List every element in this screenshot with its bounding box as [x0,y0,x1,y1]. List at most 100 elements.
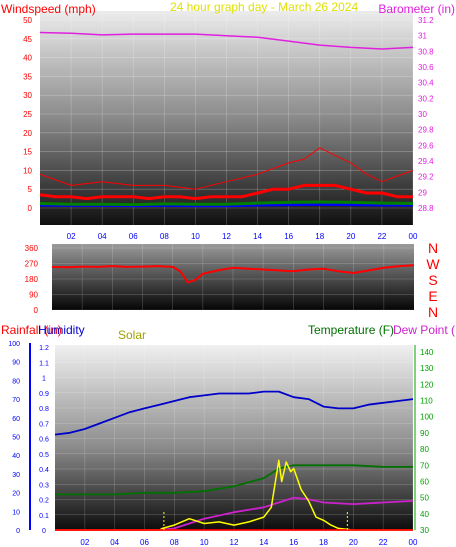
y-temp-tick-label: 30 [420,526,429,535]
y-temp-tick-label: 110 [420,397,433,406]
temperature-series [55,464,413,496]
x-tick-label: 16 [284,232,293,241]
y-temp-tick-label: 140 [420,348,434,357]
y-left-tick-label: 5 [28,185,33,194]
compass-label: E [428,288,437,304]
x-tick-label: 02 [80,538,89,547]
gust-series [39,147,414,190]
y-humidity-tick-label: 30 [12,472,20,479]
y-humidity-tick-label: 40 [12,453,20,460]
y-left-tick-label: 15 [23,148,32,157]
y-temp-tick-label: 130 [420,364,434,373]
humidity-axis-label: Humidity [38,323,85,337]
y-right-tick-label: 29 [418,188,427,197]
wind_avg-series [39,200,414,207]
y-right-tick-label: 30.2 [418,94,434,103]
y-right-tick-label: 29.2 [418,173,434,182]
x-axis-ticks: 02 04 06 08 10 12 14 16 18 20 22 00 [67,232,418,241]
y-left-tick-label: 35 [23,72,32,81]
x-tick-label: 08 [170,538,179,547]
x-tick-label: 06 [140,538,149,547]
y-temp-tick-label: 120 [420,380,434,389]
y-tick-label: 0 [34,306,39,315]
y-humidity-tick-label: 80 [12,378,20,385]
dew-point-axis-label: Dew Point ( [393,323,455,337]
y-axis-temperature-ticks: 140 130 120 110 100 90 80 70 60 50 40 30 [420,348,434,535]
x-axis-ticks: 02 04 06 08 10 12 14 16 18 20 22 00 [80,538,418,547]
y-humidity-tick-label: 60 [12,416,20,423]
y-rain-tick-label: 0.9 [39,391,49,398]
y-right-tick-label: 31.2 [418,16,434,25]
y-left-tick-label: 25 [23,110,32,119]
series-group [54,390,414,531]
x-tick-label: 18 [319,538,328,547]
y-right-tick-label: 29.4 [418,157,434,166]
barometer-axis-label: Barometer (in) [378,2,455,16]
x-tick-label: 22 [377,232,386,241]
y-left-tick-label: 10 [23,166,32,175]
y-right-tick-label: 30.8 [418,47,434,56]
y-rain-tick-label: 1.2 [39,345,49,352]
y-temp-tick-label: 90 [420,429,429,438]
y-right-tick-label: 29.8 [418,126,434,135]
y-rain-tick-label: 0.5 [39,452,49,459]
y-temp-tick-label: 50 [420,494,429,503]
x-tick-label: 06 [129,232,138,241]
y-humidity-tick-label: 20 [12,491,20,498]
y-humidity-tick-label: 70 [12,397,20,404]
windspeed-axis-label: Windspeed (mph) [1,2,96,16]
y-right-tick-label: 28.8 [418,204,434,213]
y-right-tick-label: 29.6 [418,141,434,150]
compass-label: N [428,240,438,256]
wind-series [39,183,413,201]
rainfall-axis-label: Rainfall (in) [1,323,62,337]
rain-humidity-solar-panel: 1.21.110.90.80.70.60.50.40.30.20.10 1009… [0,322,456,547]
y-left-tick-label: 30 [23,91,32,100]
x-tick-label: 10 [200,538,209,547]
y-humidity-tick-label: 0 [16,528,20,535]
y-temp-tick-label: 100 [420,413,434,422]
compass-label: S [428,272,437,288]
plot-background [52,244,414,310]
x-tick-label: 22 [379,538,388,547]
solar-axis-label: Solar [118,328,146,342]
temperature-axis-label: Temperature (F) [308,323,394,337]
x-tick-label: 18 [315,232,324,241]
y-right-tick-label: 30 [418,110,427,119]
compass-label: W [426,256,440,272]
x-tick-label: 04 [110,538,119,547]
y-right-tick-label: 30.4 [418,79,434,88]
y-humidity-tick-label: 10 [12,509,20,516]
gridlines [52,244,414,311]
y-rain-tick-label: 0 [42,528,46,535]
y-axis-ticks: 360 270 180 90 0 [25,244,39,315]
wind-direction-series [51,264,415,284]
y-temp-tick-label: 70 [420,461,429,470]
y-rain-tick-label: 0.1 [39,513,49,520]
y-right-tick-label: 30.6 [418,63,434,72]
y-rain-tick-label: 0.3 [39,482,49,489]
y-axis-right-ticks: 31.2 31 30.8 30.6 30.4 30.2 30 29.8 29.6 29.4 29.2… [418,16,434,213]
y-left-tick-label: 0 [28,204,33,213]
plot-background [55,345,413,530]
x-tick-label: 08 [160,232,169,241]
x-tick-label: 00 [409,538,418,547]
y-tick-label: 270 [25,260,39,269]
y-humidity-tick-label: 50 [12,435,20,442]
solar-series [55,459,413,531]
y-rain-tick-label: 0.7 [39,421,49,428]
humidity-series [54,390,414,436]
y-right-tick-label: 31 [418,32,427,41]
x-tick-label: 12 [230,538,239,547]
y-tick-label: 90 [29,291,38,300]
x-tick-label: 16 [289,538,298,547]
y-tick-label: 360 [25,244,39,253]
y-left-tick-label: 40 [23,54,32,63]
series-group [39,31,414,208]
x-tick-label: 10 [191,232,200,241]
x-tick-label: 00 [409,232,418,241]
